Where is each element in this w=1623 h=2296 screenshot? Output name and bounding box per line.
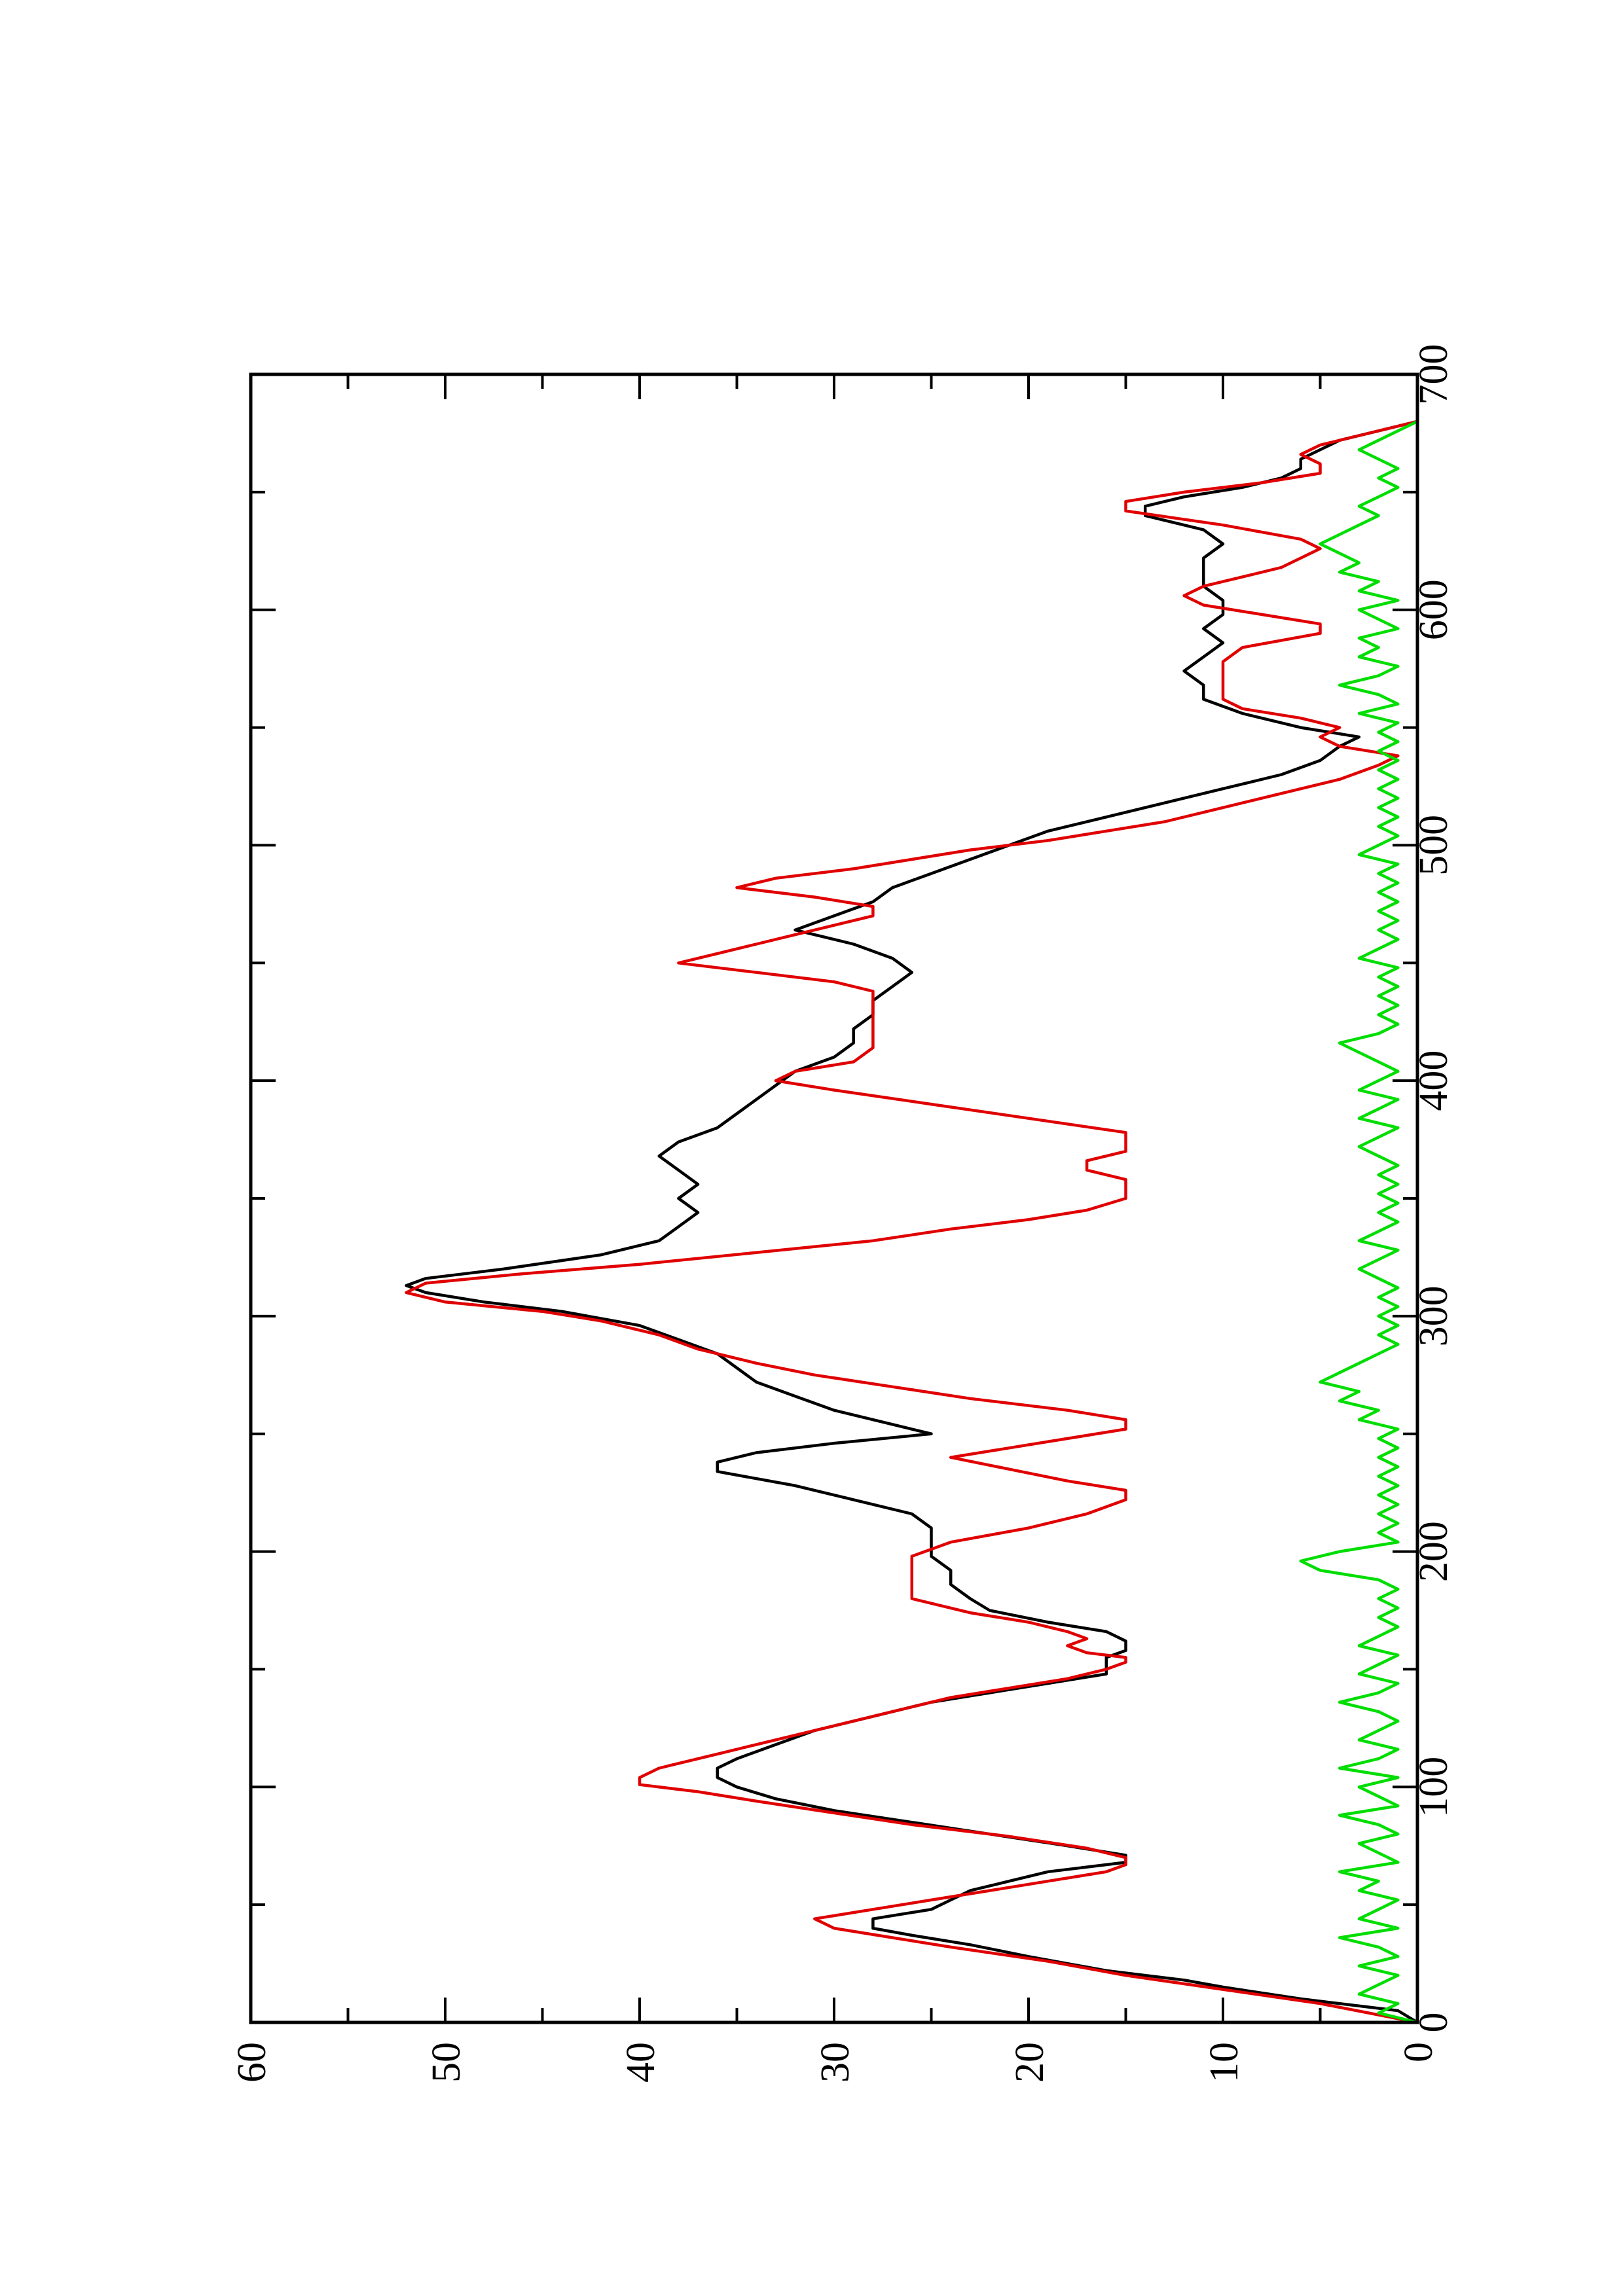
series-layer — [405, 420, 1419, 2024]
series-line-black — [405, 420, 1419, 2024]
tick-layer — [249, 373, 1419, 2024]
plot-frame — [249, 372, 1419, 2024]
y-tick-label: 20 — [1008, 2042, 1052, 2083]
series-line-green — [1299, 420, 1418, 2024]
y-tick-label: 10 — [1202, 2042, 1247, 2083]
y-tick-label: 30 — [813, 2042, 858, 2083]
y-tick-label: 60 — [230, 2042, 274, 2083]
series-line-red — [405, 420, 1418, 2024]
y-tick-label: 40 — [619, 2042, 663, 2083]
y-tick-label: 50 — [424, 2042, 469, 2083]
y-tick-label: 0 — [1396, 2042, 1441, 2062]
